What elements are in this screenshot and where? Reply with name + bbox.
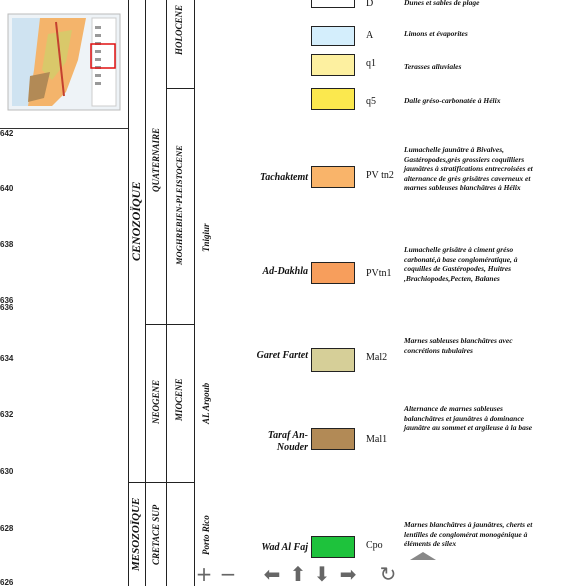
legend-swatch	[311, 536, 355, 558]
formation-al-argoub: AL Argoub	[201, 382, 211, 424]
y-tick-label: 632	[0, 410, 14, 419]
legend-unit-name: Ad-Dakhla	[262, 266, 308, 277]
reset-view-button[interactable]: ↻	[379, 562, 397, 586]
y-tick-label: 634	[0, 354, 14, 363]
column-divider	[145, 0, 146, 586]
legend-description: Marnes sableuses blanchâtres avec concré…	[404, 336, 513, 355]
y-tick-label: 628	[0, 524, 14, 533]
map-toolbar: + − ⬅ ⬆ ⬇ ➡ ↻	[0, 552, 569, 586]
legend-code: Cpo	[366, 540, 383, 551]
pan-left-button[interactable]: ⬅	[263, 562, 281, 586]
legend-unit-name: Taraf An-Nouder	[267, 430, 308, 453]
legend-code: Mal1	[366, 434, 388, 445]
y-tick-label: 630	[0, 467, 14, 476]
legend-description: Terasses alluviales	[404, 62, 462, 71]
y-tick-label: 636	[0, 296, 14, 305]
epoch-miocene: MIOCENE	[174, 378, 184, 422]
legend-description: Alternance de marnes sableuses balanchât…	[404, 404, 533, 432]
legend-unit-name: Garet Fartet	[256, 350, 308, 361]
y-tick-label: 626	[0, 578, 14, 587]
viewport-indicator	[90, 43, 116, 69]
pan-down-button[interactable]: ⬇	[313, 562, 331, 586]
row-divider	[128, 482, 145, 483]
column-divider	[166, 0, 167, 586]
column-divider	[194, 0, 195, 586]
legend-code: q5	[366, 96, 376, 107]
legend-swatch	[311, 0, 355, 8]
legend-description: Lumachelle jaunâtre à Bivalves, Gastérop…	[404, 145, 533, 192]
collapse-panel-icon[interactable]	[410, 552, 436, 560]
epoch-moghrebien-pleistocene: MOGHREBIEN-PLEISTOCENE	[174, 145, 184, 265]
legend-code: D	[366, 0, 374, 9]
legend-swatch	[311, 54, 355, 76]
overview-minimap[interactable]	[0, 0, 129, 129]
legend-description: Limons et évaporites	[404, 29, 468, 38]
formation-tnigiur: Tnigiur	[201, 223, 211, 253]
legend-description: Dunes et sables de plage	[404, 0, 480, 7]
legend-description: Dalle gréso-carbonatée à Hélix	[404, 96, 501, 105]
era-cenozoic: CENOZOÏQUE	[129, 181, 143, 261]
pan-up-button[interactable]: ⬆	[289, 562, 307, 586]
legend-code: q1	[366, 58, 376, 69]
legend-unit-name: Wad Al Faj	[261, 542, 308, 553]
legend-swatch	[311, 262, 355, 284]
legend-description: Lumachelle grisâtre à ciment gréso carbo…	[404, 245, 518, 283]
row-divider	[166, 88, 194, 89]
legend-code: A	[366, 30, 374, 41]
legend-swatch	[311, 26, 355, 46]
legend-code: PVtn1	[366, 268, 392, 279]
legend-code: Mal2	[366, 352, 388, 363]
legend-swatch	[311, 428, 355, 450]
period-quaternaire: QUATERNAIRE	[151, 127, 161, 193]
zoom-out-button[interactable]: −	[219, 562, 237, 586]
y-tick-label: 640	[0, 184, 14, 193]
y-tick-label: 636	[0, 303, 14, 312]
row-divider	[145, 324, 194, 325]
legend-swatch	[311, 166, 355, 188]
column-divider	[128, 0, 129, 586]
row-divider	[145, 482, 194, 483]
formation-porto-rico: Porto Rico	[201, 515, 211, 555]
epoch-holocene: HOLOCENE	[174, 5, 184, 56]
legend-unit-name: Tachaktemt	[260, 172, 308, 183]
zoom-in-button[interactable]: +	[195, 562, 213, 586]
legend-swatch	[311, 348, 355, 372]
y-tick-label: 642	[0, 129, 14, 138]
minimap-thumbnail	[7, 13, 121, 111]
pan-right-button[interactable]: ➡	[339, 562, 357, 586]
legend-description: Marnes blanchâtres à jaunâtres, cherts e…	[404, 520, 533, 548]
period-neogene: NEOGENE	[151, 380, 161, 425]
legend-swatch	[311, 88, 355, 110]
legend-code: PV tn2	[366, 170, 394, 181]
period-cretace-sup: CRETACE SUP	[151, 504, 161, 566]
y-tick-label: 638	[0, 240, 14, 249]
